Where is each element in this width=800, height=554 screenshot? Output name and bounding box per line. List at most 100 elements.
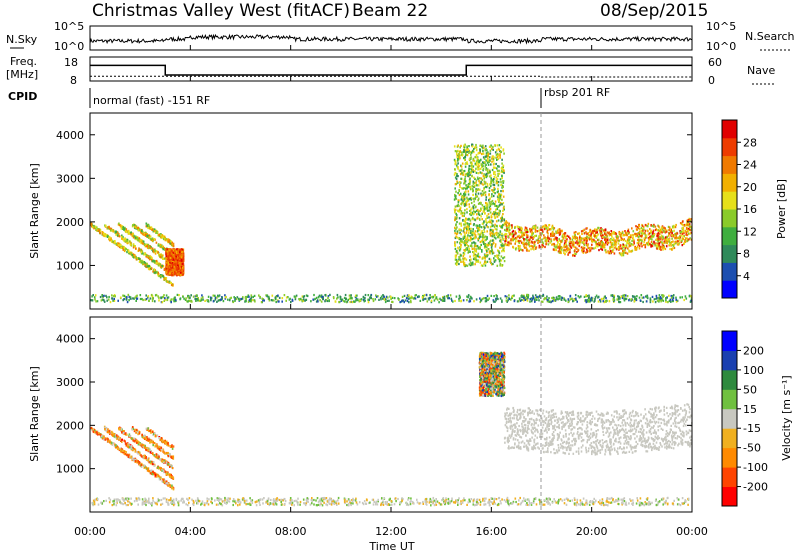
scatter-cell [172,268,174,271]
scatter-cell [171,248,173,251]
scatter-cell [165,261,167,264]
scatter-cell [552,228,555,231]
scatter-cell [132,297,134,300]
scatter-cell [576,300,578,303]
scatter-cell [537,239,539,242]
scatter-cell [554,237,557,240]
scatter-cell [162,257,165,260]
scatter-cell [596,234,598,237]
scatter-cell [487,254,489,257]
scatter-cell [480,215,482,218]
scatter-cell [546,229,549,232]
scatter-cell [531,236,533,239]
scatter-cell [152,270,154,273]
scatter-cell [562,237,564,240]
scatter-cell [469,197,472,200]
scatter-cell [478,217,481,221]
scatter-cell [480,208,482,211]
scatter-cell [471,185,474,188]
scatter-cell [197,297,199,300]
scatter-cell [495,204,498,208]
scatter-cell [479,167,482,170]
scatter-cell [149,258,151,261]
scatter-cell [606,243,609,246]
scatter-cell [484,264,487,267]
cpid-label: CPID [8,90,37,103]
scatter-cell [488,193,490,196]
scatter-cell [569,237,571,240]
scatter-cell [482,237,484,240]
scatter-cell [466,208,468,211]
scatter-cell [469,185,472,188]
scatter-cell [463,263,466,267]
scatter-cell [466,196,468,199]
scatter-cell [463,187,465,190]
scatter-cell [471,261,474,264]
scatter-cell [493,172,495,175]
scatter-cell [123,249,126,253]
scatter-cell [461,214,464,217]
scatter-cell [466,226,468,229]
scatter-cell [178,270,181,273]
scatter-cell [157,234,159,237]
scatter-cell [657,237,659,240]
scatter-cell [469,173,471,176]
scatter-cell [176,249,178,253]
scatter-cell [147,247,150,250]
scatter-cell [636,232,638,236]
scatter-cell [569,241,572,244]
scatter-cell [518,239,520,242]
scatter-cell [471,263,473,266]
scatter-cell [473,247,475,250]
scatter-cell [566,238,568,241]
scatter-cell [122,226,125,229]
scatter-cell [645,224,647,227]
scatter-cell [172,258,175,261]
scatter-cell [454,243,456,246]
scatter-cell [579,237,582,240]
scatter-cell [462,195,465,198]
scatter-cell [650,235,652,238]
scatter-cell [160,265,162,268]
scatter-cell [526,236,528,239]
scatter-cell [406,294,409,297]
scatter-cell [482,175,485,178]
scatter-cell [559,248,562,251]
scatter-cell [681,231,684,234]
scatter-cell [502,248,505,251]
scatter-cell [467,245,470,248]
scatter-cell [477,233,480,236]
scatter-cell [578,242,580,245]
scatter-cell [482,167,485,170]
scatter-cell [464,181,466,185]
scatter-cell [494,192,496,195]
scatter-cell [464,162,467,166]
scatter-cell [150,226,153,229]
scatter-cell [480,194,483,197]
scatter-cell [529,229,532,232]
scatter-cell [157,271,159,274]
scatter-cell [126,238,129,242]
scatter-cell [162,238,165,241]
scatter-cell [537,237,540,240]
scatter-cell [207,295,210,298]
scatter-cell [106,235,109,238]
scatter-cell [482,162,485,165]
scatter-cell [176,266,179,269]
scatter-cell [617,242,620,245]
scatter-cell [623,233,626,237]
scatter-cell [336,293,339,297]
scatter-cell [182,262,185,265]
scatter-cell [554,245,556,248]
scatter-cell [483,221,485,224]
scatter-cell [459,183,461,186]
scatter-cell [454,172,457,175]
nsearch-label: N.Search [745,30,795,43]
scatter-cell [462,187,464,190]
scatter-cell [118,223,121,227]
scatter-cell [535,246,537,250]
scatter-cell [109,239,111,242]
scatter-cell [531,245,533,248]
scatter-cell [143,261,146,264]
scatter-cell [161,244,163,247]
